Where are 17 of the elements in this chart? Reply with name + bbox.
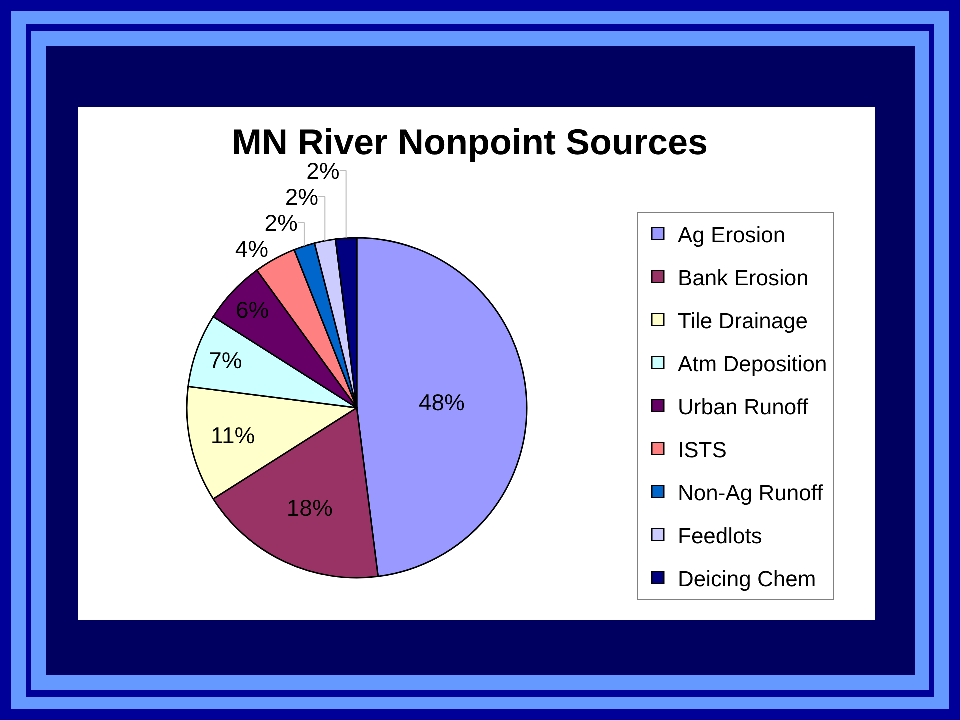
legend-label: Ag Erosion [678, 222, 786, 248]
data-label: 6% [236, 296, 270, 323]
data-label: 11% [210, 422, 256, 449]
legend-label: Deicing Chem [678, 566, 816, 592]
legend-label: Tile Drainage [678, 308, 808, 334]
legend-label: Urban Runoff [678, 394, 810, 420]
data-label: 4% [235, 236, 269, 262]
data-label: 48% [418, 390, 465, 416]
legend-label: Feedlots [678, 523, 762, 548]
data-label: 7% [209, 348, 242, 374]
legend-label: Non-Ag Runoff [678, 480, 824, 506]
data-label: 2% [285, 184, 319, 210]
data-label: 18% [286, 495, 333, 522]
legend-label: Atm Deposition [678, 351, 828, 376]
data-label: 2% [264, 210, 298, 236]
legend-label: Bank Erosion [678, 265, 809, 290]
legend-label: ISTS [678, 437, 727, 462]
